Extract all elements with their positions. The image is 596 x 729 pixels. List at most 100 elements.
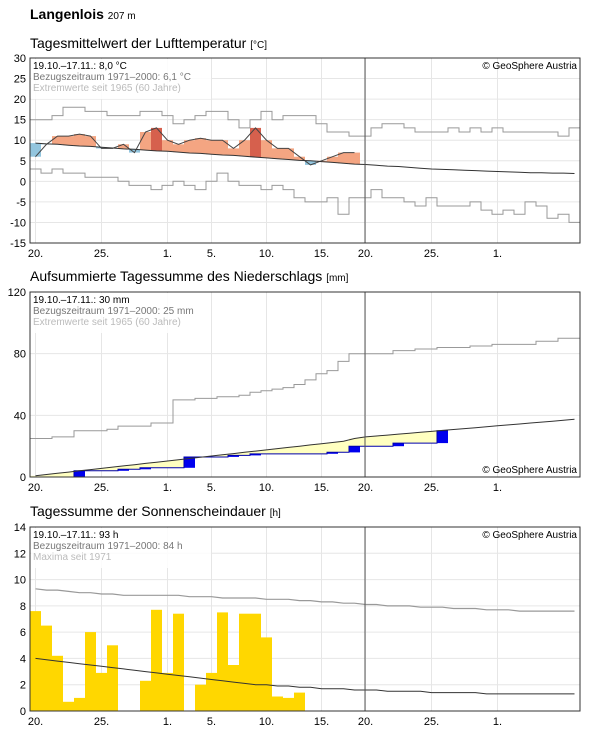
temperature-anomaly-bar <box>338 152 349 164</box>
copyright-label: © GeoSphere Austria <box>482 530 577 541</box>
temperature-anomaly-bar <box>63 136 74 146</box>
info-line: 19.10.–17.11.: 8,0 °C <box>33 61 127 72</box>
temperature-observed-line <box>35 127 355 166</box>
sunshine-bar <box>250 613 261 711</box>
x-tick-label: 10. <box>259 482 274 494</box>
x-tick-label: 15. <box>314 248 329 260</box>
x-tick-label: 25. <box>424 716 439 728</box>
precipitation-difference-area <box>107 467 118 471</box>
station-altitude: 207 m <box>107 11 136 22</box>
precipitation-unit: [mm] <box>326 273 349 284</box>
temperature-anomaly-bar <box>85 136 96 147</box>
y-tick-label: 15 <box>14 115 26 127</box>
temperature-anomaly-bar <box>151 127 162 151</box>
x-tick-label: 1. <box>163 248 172 260</box>
info-background <box>31 59 211 99</box>
plot-frame <box>29 291 581 478</box>
copyright-label: © GeoSphere Austria <box>482 465 577 476</box>
precipitation-daily-bar <box>393 443 404 447</box>
precipitation-difference-area <box>305 444 316 454</box>
info-line: Extremwerte seit 1965 (60 Jahre) <box>33 83 181 94</box>
temperature-anomaly-bar <box>349 152 360 165</box>
temperature-title-text: Tagesmittelwert der Lufttemperatur <box>30 35 247 51</box>
temperature-panel-title: Tagesmittelwert der Lufttemperatur [°C] <box>30 35 267 51</box>
precipitation-difference-area <box>140 463 151 468</box>
precipitation-difference-area <box>349 438 360 447</box>
info-line: Bezugszeitraum 1971–2000: 84 h <box>33 541 183 552</box>
precipitation-daily-bar <box>140 467 151 470</box>
info-line: Extremwerte seit 1965 (60 Jahre) <box>33 317 181 328</box>
precipitation-difference-area <box>338 441 349 453</box>
temperature-max-line <box>30 106 580 137</box>
sunshine-unit: [h] <box>269 508 281 519</box>
temperature-anomaly-bar <box>184 140 195 153</box>
x-tick-label: 5. <box>207 482 216 494</box>
info-line: 19.10.–17.11.: 30 mm <box>33 295 130 306</box>
precipitation-difference-area <box>173 459 184 468</box>
y-tick-label: 8 <box>20 601 26 613</box>
y-tick-label: 0 <box>20 176 26 188</box>
precipitation-daily-bar <box>184 457 195 468</box>
sunshine-bar <box>173 613 184 711</box>
precipitation-difference-area <box>371 436 382 447</box>
temperature-anomaly-bar <box>162 140 173 152</box>
temperature-anomaly-bar <box>30 143 41 157</box>
y-tick-label: -10 <box>10 217 26 229</box>
precipitation-difference-area <box>316 443 327 454</box>
info-background <box>31 293 211 333</box>
temperature-anomaly-bar <box>283 148 294 160</box>
y-tick-label: -5 <box>16 197 26 209</box>
sunshine-bar <box>52 655 63 711</box>
precipitation-difference-area <box>96 468 107 471</box>
sunshine-bar <box>239 613 250 711</box>
sunshine-reference-line <box>35 657 575 695</box>
y-tick-label: 10 <box>14 575 26 587</box>
sunshine-bar <box>206 672 217 711</box>
x-tick-label: 1. <box>493 716 502 728</box>
station-name: Langenlois <box>30 6 104 22</box>
precipitation-difference-area <box>239 452 250 456</box>
precipitation-panel-title: Aufsummierte Tagessumme des Niederschlag… <box>30 268 348 284</box>
precipitation-daily-bar <box>74 470 85 477</box>
precipitation-difference-area <box>41 474 52 477</box>
precipitation-max-line <box>30 337 580 439</box>
station-header: Langenlois 207 m <box>30 6 136 22</box>
precipitation-daily-bar <box>437 430 448 444</box>
precipitation-difference-area <box>415 432 426 444</box>
sunshine-bar <box>63 701 74 711</box>
y-tick-label: 14 <box>14 522 26 534</box>
temperature-anomaly-bar <box>217 140 228 155</box>
y-tick-label: 12 <box>14 548 26 560</box>
precipitation-difference-area <box>52 473 63 477</box>
y-tick-label: 6 <box>20 627 26 639</box>
temperature-anomaly-bar <box>261 140 272 158</box>
temperature-anomaly-bar <box>74 134 85 146</box>
plot-frame <box>29 57 581 244</box>
y-tick-label: 5 <box>20 156 26 168</box>
x-tick-label: 5. <box>207 248 216 260</box>
y-tick-label: 0 <box>20 472 26 484</box>
sunshine-bar <box>228 665 239 711</box>
sunshine-bar <box>162 672 173 711</box>
y-tick-label: 4 <box>20 653 26 665</box>
temperature-anomaly-bar <box>173 144 184 153</box>
temperature-anomaly-bar <box>118 144 129 149</box>
sunshine-bar <box>195 684 206 711</box>
temperature-anomaly-bar <box>52 136 63 145</box>
sunshine-bar <box>30 611 41 711</box>
precipitation-difference-area <box>85 469 96 471</box>
temperature-min-line <box>30 168 580 223</box>
sunshine-bar <box>96 672 107 711</box>
sunshine-bar <box>217 612 228 711</box>
y-tick-label: 30 <box>14 53 26 65</box>
x-tick-label: 20. <box>28 482 43 494</box>
copyright-label: © GeoSphere Austria <box>482 61 577 72</box>
precipitation-difference-area <box>151 462 162 468</box>
precipitation-difference-area <box>426 431 437 444</box>
x-tick-label: 10. <box>259 248 274 260</box>
y-tick-label: -15 <box>10 238 26 250</box>
x-tick-label: 25. <box>94 482 109 494</box>
